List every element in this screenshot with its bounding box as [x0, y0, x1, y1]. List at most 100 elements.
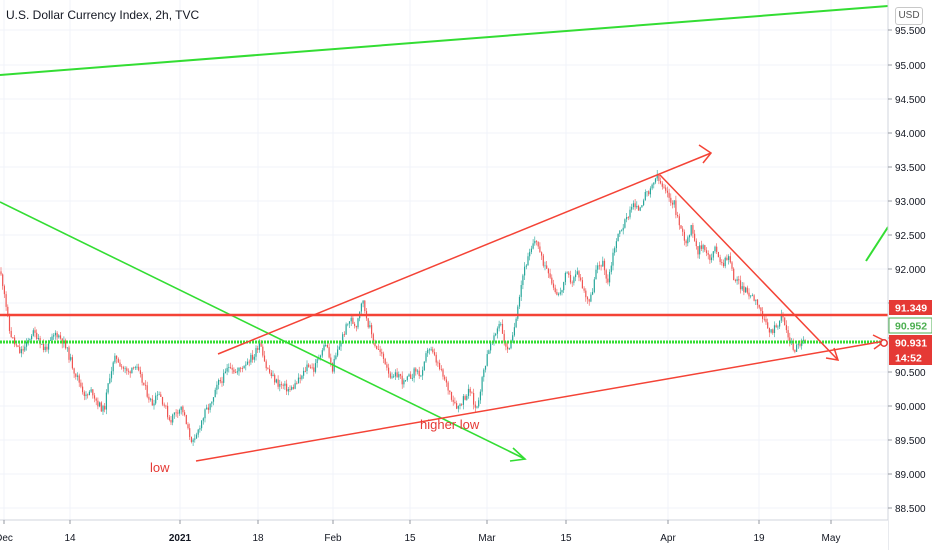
green-short-segment [865, 226, 889, 262]
x-tick-label: 18 [252, 533, 264, 544]
candle-body [425, 353, 427, 362]
candle-body [78, 375, 80, 383]
candle-body [114, 355, 116, 363]
candle-body [316, 359, 318, 364]
candle-body [575, 274, 577, 278]
candle-body [804, 339, 806, 341]
red-channel-upper [217, 152, 712, 355]
candle-body [551, 277, 553, 284]
candle-body [289, 389, 291, 390]
y-tick-label: 88.500 [895, 504, 926, 515]
candle-body [481, 377, 483, 392]
candle-body [7, 306, 9, 316]
candle-body [450, 392, 453, 400]
candle-body [269, 368, 271, 373]
candle-body [673, 200, 675, 205]
candle-body [437, 362, 439, 364]
candle-body [337, 349, 339, 356]
candle-body [202, 418, 204, 421]
candle-body [246, 361, 249, 365]
candle-body [190, 436, 192, 442]
candle-body [627, 217, 629, 218]
candle-body [585, 290, 587, 298]
candle-body [670, 197, 672, 203]
candle-body [493, 335, 495, 342]
candle-body [775, 325, 777, 328]
candle-body [335, 355, 337, 359]
candle-body [218, 379, 220, 385]
candle-body [88, 391, 90, 396]
candle-body [449, 390, 451, 393]
candle-body [495, 333, 497, 336]
candle-body [739, 280, 742, 290]
candle-body [541, 252, 543, 256]
candle-body [153, 403, 155, 406]
candle-body [389, 373, 391, 378]
candle-body [600, 265, 602, 267]
candle-body [738, 279, 740, 281]
candle-body [634, 203, 636, 208]
candle-body [255, 348, 257, 357]
candle-body [595, 269, 597, 280]
candle-body [607, 278, 609, 283]
candle-body [496, 328, 498, 334]
candle-body [364, 300, 366, 312]
price-label: 90.931 [895, 338, 927, 350]
candle-body [17, 345, 19, 347]
candle-body [53, 335, 55, 337]
candle-body [348, 321, 351, 324]
chart-grid [0, 0, 888, 520]
price-label: 90.952 [895, 321, 927, 333]
candle-body [668, 192, 670, 198]
candle-body [711, 257, 713, 261]
candle-body [569, 274, 572, 283]
candle-body [617, 233, 619, 242]
candle-body [284, 383, 286, 386]
candle-body [199, 428, 201, 430]
candle-body [170, 419, 172, 423]
candle-body [294, 383, 296, 389]
candle-body [229, 367, 232, 368]
currency-button[interactable]: USD [895, 7, 923, 25]
candle-body [524, 266, 526, 276]
y-tick-label: 89.000 [895, 470, 926, 481]
x-tick-label: Mar [478, 533, 496, 544]
candle-body [539, 246, 541, 253]
candle-body [175, 412, 177, 414]
candle-body [173, 412, 175, 415]
candle-body [619, 230, 621, 234]
candle-body [207, 407, 209, 410]
candle-body [469, 388, 471, 393]
x-tick-label: 2021 [169, 533, 192, 544]
candle-body [189, 428, 191, 437]
candle-body [527, 256, 529, 266]
candle-body [741, 286, 743, 290]
candle-body [770, 329, 772, 333]
candle-body [680, 225, 682, 229]
candle-body [768, 327, 770, 333]
candle-body [787, 330, 789, 338]
candle-body [19, 346, 21, 354]
candle-body [624, 219, 626, 228]
candle-body [56, 332, 58, 338]
candle-body [709, 254, 711, 261]
candle-body [219, 379, 221, 382]
annotation-low: low [150, 460, 170, 475]
candle-body [671, 202, 674, 205]
price-axis[interactable]: 95.500 95.000 94.500 94.000 93.500 93.000 92.5… [887, 0, 932, 550]
candle-body [127, 370, 130, 372]
candle-body [454, 401, 456, 404]
candle-body [649, 188, 651, 195]
price-label: 14:52 [895, 353, 922, 365]
candle-body [372, 334, 374, 343]
candle-body [549, 273, 551, 278]
candle-body [148, 396, 150, 400]
candle-body [187, 424, 189, 429]
candle-body [262, 346, 264, 356]
candle-body [14, 337, 16, 345]
time-axis[interactable]: Dec 14 2021 18 Feb 15 Mar 15 Apr 19 May [0, 519, 888, 550]
candle-body [138, 366, 140, 371]
candle-body [80, 382, 82, 387]
candle-body [474, 404, 476, 408]
